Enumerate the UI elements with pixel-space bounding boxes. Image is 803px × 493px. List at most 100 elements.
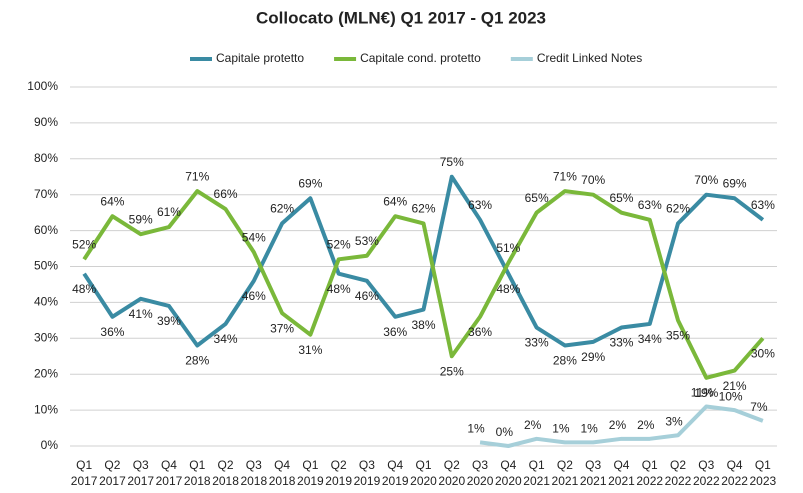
y-tick-label: 50% (34, 259, 58, 273)
x-tick-label: Q1 2020 (410, 458, 437, 488)
data-label: 2% (637, 418, 655, 432)
data-label: 71% (185, 169, 209, 183)
data-label: 75% (440, 155, 464, 169)
data-label: 36% (383, 325, 407, 339)
data-label: 0% (496, 425, 514, 439)
data-label: 10% (719, 389, 743, 403)
x-tick-label: Q1 2021 (523, 458, 550, 488)
data-label: 41% (129, 307, 153, 321)
data-label: 39% (157, 314, 181, 328)
x-tick-label: Q3 2021 (580, 458, 607, 488)
data-label: 69% (298, 176, 322, 190)
data-label: 69% (723, 176, 747, 190)
legend-label: Capitale protetto (216, 51, 304, 65)
data-label: 35% (666, 329, 690, 343)
data-label: 46% (242, 289, 266, 303)
data-label: 33% (525, 336, 549, 350)
data-label: 52% (327, 237, 351, 251)
data-label: 2% (524, 418, 542, 432)
x-tick-label: Q1 2023 (750, 458, 777, 488)
series-line (479, 404, 764, 448)
data-label: 21% (723, 379, 747, 393)
x-tick-label: Q2 2021 (552, 458, 579, 488)
data-label: 48% (327, 282, 351, 296)
data-label: 31% (298, 343, 322, 357)
data-label: 7% (750, 400, 768, 414)
x-tick-label: Q2 2018 (212, 458, 239, 488)
data-label: 63% (468, 198, 492, 212)
data-label: 64% (383, 194, 407, 208)
legend-label: Credit Linked Notes (537, 51, 642, 65)
x-tick-label: Q1 2018 (184, 458, 211, 488)
x-tick-label: Q3 2018 (240, 458, 267, 488)
data-label: 33% (609, 336, 633, 350)
x-tick-label: Q1 2017 (71, 458, 98, 488)
data-label: 70% (694, 173, 718, 187)
data-label: 1% (552, 422, 570, 436)
data-label: 48% (72, 282, 96, 296)
data-label: 36% (100, 325, 124, 339)
y-tick-label: 80% (34, 151, 58, 165)
y-tick-label: 70% (34, 187, 58, 201)
data-label: 64% (100, 194, 124, 208)
data-label: 62% (411, 202, 435, 216)
data-label: 63% (751, 198, 775, 212)
data-label: 54% (242, 230, 266, 244)
y-tick-label: 40% (34, 295, 58, 309)
x-tick-label: Q4 2019 (382, 458, 409, 488)
data-label: 52% (72, 237, 96, 251)
data-label: 30% (751, 346, 775, 360)
data-label: 1% (581, 422, 599, 436)
data-label: 29% (581, 350, 605, 364)
data-label: 11% (691, 386, 714, 400)
x-tick-label: Q2 2020 (438, 458, 465, 488)
data-label: 34% (214, 332, 238, 346)
data-label: 34% (638, 332, 662, 346)
data-label: 37% (270, 321, 294, 335)
x-tick-label: Q1 2019 (297, 458, 324, 488)
x-tick-label: Q1 2022 (636, 458, 663, 488)
data-label: 1% (467, 422, 485, 436)
data-label: 63% (638, 198, 662, 212)
y-tick-label: 100% (27, 79, 58, 93)
x-tick-label: Q3 2020 (467, 458, 494, 488)
chart-title: Collocato (MLN€) Q1 2017 - Q1 2023 (256, 8, 546, 27)
data-label: 65% (609, 191, 633, 205)
x-tick-label: Q4 2017 (156, 458, 183, 488)
data-label: 2% (609, 418, 627, 432)
data-label: 3% (665, 414, 683, 428)
x-tick-label: Q4 2021 (608, 458, 635, 488)
data-label: 66% (214, 187, 238, 201)
data-label: 28% (553, 354, 577, 368)
x-tick-label: Q2 2019 (325, 458, 352, 488)
data-label: 70% (581, 173, 605, 187)
y-tick-label: 30% (34, 330, 58, 344)
data-label: 19% (694, 386, 718, 400)
x-tick-label: Q3 2022 (693, 458, 720, 488)
data-label: 65% (525, 191, 549, 205)
data-label: 59% (129, 212, 153, 226)
data-label: 53% (355, 234, 379, 248)
x-tick-label: Q4 2020 (495, 458, 522, 488)
x-tick-label: Q2 2022 (665, 458, 692, 488)
data-label: 36% (468, 325, 492, 339)
x-tick-label: Q2 2017 (99, 458, 126, 488)
y-tick-label: 60% (34, 223, 58, 237)
data-label: 62% (666, 202, 690, 216)
x-tick-label: Q3 2019 (354, 458, 381, 488)
data-label: 62% (270, 202, 294, 216)
data-label: 28% (185, 354, 209, 368)
x-tick-label: Q4 2022 (721, 458, 748, 488)
y-tick-label: 10% (34, 402, 58, 416)
y-tick-label: 20% (34, 366, 58, 380)
legend-label: Capitale cond. protetto (360, 51, 481, 65)
x-tick-label: Q3 2017 (127, 458, 154, 488)
data-label: 25% (440, 364, 464, 378)
x-tick-label: Q4 2018 (269, 458, 296, 488)
series-line (82, 174, 765, 348)
y-tick-label: 0% (41, 438, 59, 452)
series-line (82, 189, 765, 380)
y-tick-label: 90% (34, 115, 58, 129)
data-label: 51% (496, 241, 520, 255)
